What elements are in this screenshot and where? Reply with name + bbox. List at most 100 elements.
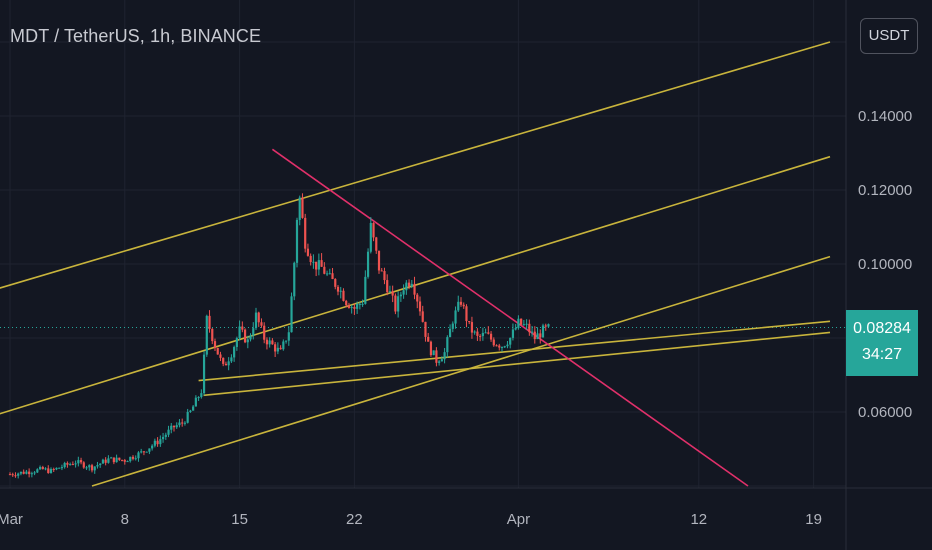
candle-body [55, 467, 58, 470]
candle-body [427, 336, 430, 342]
candle-body [361, 303, 364, 305]
candle-body [282, 341, 285, 350]
time-tick-label: 8 [121, 511, 129, 528]
candle-body [457, 301, 460, 311]
candle-body [525, 323, 528, 325]
candle-body [77, 460, 80, 464]
candle-body [528, 323, 531, 333]
candle-body [52, 469, 55, 471]
candle-body [306, 248, 310, 256]
candle-body [63, 462, 66, 468]
candle-body [205, 315, 208, 355]
candle-body [298, 197, 301, 220]
candle-body [257, 312, 260, 323]
candle-body [110, 457, 113, 459]
candle-body [328, 273, 331, 275]
candle-body [358, 303, 361, 305]
candle-body [544, 325, 547, 327]
candle-body [287, 332, 290, 341]
candle-body [536, 333, 539, 340]
time-tick-label: 19 [805, 511, 822, 528]
time-tick-label: 12 [690, 511, 707, 528]
candle-body [167, 429, 170, 435]
grid [0, 0, 846, 488]
candle-body [509, 337, 512, 345]
candle-body [189, 410, 192, 412]
candle-body [183, 422, 187, 424]
candle-body [241, 326, 244, 330]
candle-body [440, 359, 443, 362]
candle-body [416, 294, 419, 302]
descending-trendline[interactable] [271, 148, 749, 487]
candle-body [263, 325, 266, 340]
price-tick-label: 0.10000 [858, 256, 912, 273]
ascending-trendline[interactable] [0, 41, 831, 290]
candle-body [249, 335, 252, 340]
candle-body [93, 466, 96, 471]
candle-body [295, 219, 299, 263]
price-tick-label: 0.12000 [858, 182, 912, 199]
ascending-trendline[interactable] [203, 331, 831, 397]
candle-body [421, 311, 424, 322]
candle-body [473, 331, 476, 333]
candle-body [219, 354, 222, 358]
candle-body [533, 331, 536, 340]
candle-body [88, 465, 91, 468]
candle-body [153, 440, 156, 446]
candle-body [514, 328, 517, 330]
candle-body [44, 468, 47, 470]
ascending-trendline[interactable] [91, 255, 831, 487]
candle-body [200, 393, 203, 398]
candle-body [476, 331, 479, 336]
candle-body [383, 271, 386, 281]
candle-body [339, 290, 342, 292]
candle-body [85, 467, 88, 469]
candle-body [156, 440, 159, 445]
candle-body [487, 332, 490, 334]
candle-body [25, 471, 28, 474]
candle-body [90, 465, 94, 471]
candle-body [506, 344, 509, 347]
candle-body [246, 339, 249, 343]
candle-body [118, 457, 121, 460]
candle-body [276, 347, 279, 352]
candle-body [271, 340, 274, 345]
candle-body [380, 270, 383, 272]
candle-body [530, 331, 534, 333]
candle-body [470, 322, 474, 333]
candle-body [178, 422, 181, 426]
candle-body [317, 260, 320, 270]
candle-body [123, 460, 126, 462]
candle-body [372, 223, 375, 238]
candle-countdown: 34:27 [861, 346, 903, 363]
candle-body [268, 340, 271, 345]
candle-body [356, 303, 359, 309]
candle-body [484, 332, 487, 334]
candle-body [391, 291, 394, 296]
time-tick-label: Apr [507, 511, 530, 528]
candle-body [402, 290, 405, 295]
candle-body [448, 328, 452, 338]
time-tick-label: Mar [0, 511, 23, 528]
candle-body [394, 295, 397, 312]
candle-body [345, 300, 348, 306]
currency-button[interactable]: USDT [860, 18, 918, 54]
candle-body [148, 448, 151, 452]
candle-body [500, 347, 504, 349]
candle-body [112, 457, 115, 463]
candle-body [36, 469, 39, 473]
candle-body [126, 461, 129, 463]
candle-body [137, 452, 140, 459]
candles [8, 193, 550, 479]
candle-body [175, 425, 178, 428]
ascending-trendline[interactable] [198, 320, 831, 382]
candle-body [279, 347, 282, 350]
candle-body [397, 296, 400, 312]
candle-body [522, 324, 525, 326]
candle-body [312, 261, 315, 263]
candle-body [405, 282, 408, 291]
candle-body [222, 357, 225, 364]
